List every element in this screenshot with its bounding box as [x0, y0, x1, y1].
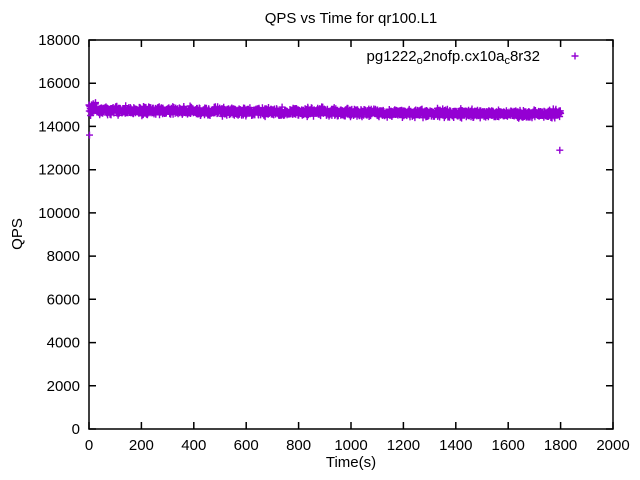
x-tick-label: 200	[129, 437, 154, 454]
x-tick-label: 600	[234, 437, 259, 454]
y-tick-label: 10000	[38, 205, 80, 222]
y-axis-label: QPS	[9, 218, 26, 250]
y-tick-label: 12000	[38, 162, 80, 179]
y-tick-label: 6000	[47, 291, 80, 308]
y-tick-label: 8000	[47, 248, 80, 265]
legend-entry-label: pg1222o2nofp.cx10ac8r32	[367, 48, 540, 67]
x-tick-label: 1600	[492, 437, 525, 454]
y-tick-label: 2000	[47, 378, 80, 395]
x-tick-label: 1800	[544, 437, 577, 454]
y-tick-label: 18000	[38, 32, 80, 49]
x-tick-label: 1200	[387, 437, 420, 454]
series-points	[85, 99, 565, 154]
chart-title: QPS vs Time for qr100.L1	[265, 10, 438, 27]
legend-marker-plus-icon	[571, 52, 579, 60]
x-tick-label: 400	[181, 437, 206, 454]
tick-marks	[88, 39, 614, 430]
y-tick-label: 4000	[47, 335, 80, 352]
x-tick-label: 800	[286, 437, 311, 454]
x-tick-label: 1400	[439, 437, 472, 454]
x-axis-label: Time(s)	[326, 454, 376, 471]
y-tick-label: 16000	[38, 75, 80, 92]
y-tick-labels: 0 2000 4000 6000 8000 10000 12000 14000 16000 180…	[38, 32, 80, 438]
axis-ticks	[88, 39, 614, 430]
y-tick-label: 0	[72, 421, 80, 438]
x-tick-label: 1000	[334, 437, 367, 454]
data-series-group	[85, 99, 565, 154]
x-tick-label: 0	[85, 437, 93, 454]
x-tick-labels: 0 200 400 600 800 1000 1200 1400 1600 1800 2000	[85, 437, 630, 454]
y-tick-label: 14000	[38, 118, 80, 135]
x-tick-label: 2000	[596, 437, 629, 454]
legend: pg1222o2nofp.cx10ac8r32	[367, 48, 579, 67]
